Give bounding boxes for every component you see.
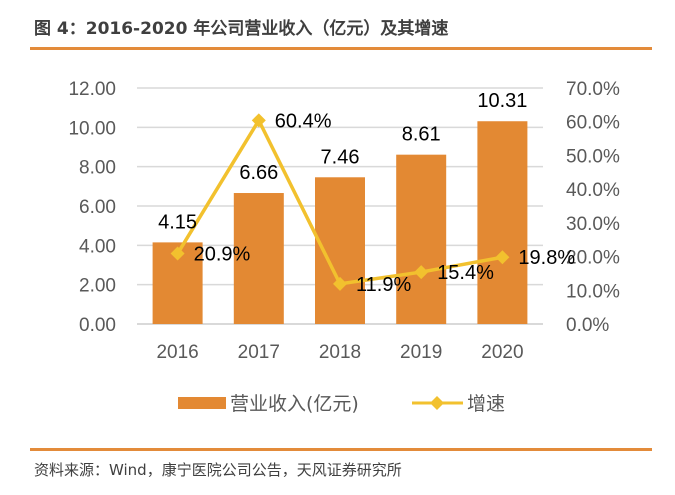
bar-2017 [233, 193, 284, 324]
right-axis-tick-label: 0.0% [566, 315, 609, 336]
growth-marker-2019 [414, 265, 429, 280]
right-axis-tick-label: 70.0% [566, 79, 620, 100]
legend: 营业收入(亿元) 增速 [178, 393, 505, 415]
chart: 0.00 2.00 4.00 6.00 8.00 10.00 12.00 0.0% 10.0%… [68, 79, 620, 415]
top-rule [30, 47, 652, 50]
right-axis-tick-label: 20.0% [566, 248, 620, 269]
legend-swatch-growth-marker [430, 396, 444, 410]
left-axis-tick-label: 0.00 [79, 315, 116, 336]
growth-marker-2017 [251, 113, 266, 128]
growth-label-2017: 60.4% [275, 110, 332, 132]
growth-label-2020: 19.8% [518, 247, 575, 269]
bar-label-2019: 8.61 [402, 124, 441, 146]
left-axis-tick-label: 2.00 [79, 276, 116, 297]
x-axis-tick-label: 2019 [400, 342, 442, 363]
growth-marker-2016 [170, 246, 185, 261]
bar-data-labels: 4.15 6.66 7.46 8.61 10.31 [158, 90, 527, 233]
x-axis-tick-label: 2016 [156, 342, 198, 363]
source-note: 资料来源：Wind，康宁医院公司公告，天风证券研究所 [34, 461, 402, 479]
right-axis: 0.0% 10.0% 20.0% 30.0% 40.0% 50.0% 60.0% 70.0% [566, 79, 620, 336]
legend-swatch-revenue [178, 397, 226, 409]
growth-label-2016: 20.9% [194, 244, 251, 266]
right-axis-tick-label: 40.0% [566, 180, 620, 201]
right-axis-tick-label: 50.0% [566, 146, 620, 167]
legend-label-revenue: 营业收入(亿元) [230, 393, 359, 415]
bar-2019 [396, 154, 447, 324]
growth-marker-2020 [495, 250, 510, 265]
bar-label-2018: 7.46 [321, 146, 360, 168]
left-axis: 0.00 2.00 4.00 6.00 8.00 10.00 12.00 [68, 79, 116, 336]
right-axis-tick-label: 30.0% [566, 214, 620, 235]
x-axis-tick-label: 2020 [481, 342, 523, 363]
left-axis-tick-label: 10.00 [68, 118, 116, 139]
left-axis-tick-label: 4.00 [79, 236, 116, 257]
x-axis-tick-label: 2018 [319, 342, 361, 363]
bar-label-2016: 4.15 [158, 211, 197, 233]
growth-label-2018: 11.9% [356, 274, 411, 296]
right-axis-tick-label: 60.0% [566, 113, 620, 134]
figure-title: 图 4：2016-2020 年公司营业收入（亿元）及其增速 [34, 19, 449, 39]
bar-2020 [477, 121, 528, 324]
left-axis-tick-label: 6.00 [79, 197, 116, 218]
right-axis-tick-label: 10.0% [566, 281, 620, 302]
legend-label-growth: 增速 [467, 393, 505, 415]
x-axis-tick-label: 2017 [238, 342, 280, 363]
x-axis: 2016 2017 2018 2019 2020 [156, 342, 523, 363]
line-series [170, 113, 510, 291]
bar-label-2020: 10.31 [477, 90, 527, 112]
bar-label-2017: 6.66 [239, 162, 278, 184]
bottom-rule [30, 448, 652, 451]
line-data-labels: 20.9% 60.4% 11.9% 15.4% 19.8% [194, 110, 576, 296]
left-axis-tick-label: 12.00 [68, 79, 116, 100]
left-axis-tick-label: 8.00 [79, 158, 116, 179]
growth-label-2019: 15.4% [437, 262, 494, 284]
growth-marker-2018 [333, 276, 347, 291]
